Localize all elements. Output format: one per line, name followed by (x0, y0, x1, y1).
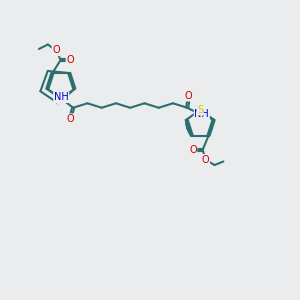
Text: O: O (66, 114, 74, 124)
Text: O: O (189, 145, 196, 155)
Text: O: O (52, 46, 60, 56)
Text: O: O (202, 155, 209, 165)
Text: O: O (185, 91, 193, 101)
Text: S: S (58, 94, 64, 104)
Text: NH: NH (54, 92, 69, 102)
Text: NH: NH (194, 109, 209, 119)
Text: O: O (66, 55, 74, 65)
Text: S: S (197, 105, 203, 115)
